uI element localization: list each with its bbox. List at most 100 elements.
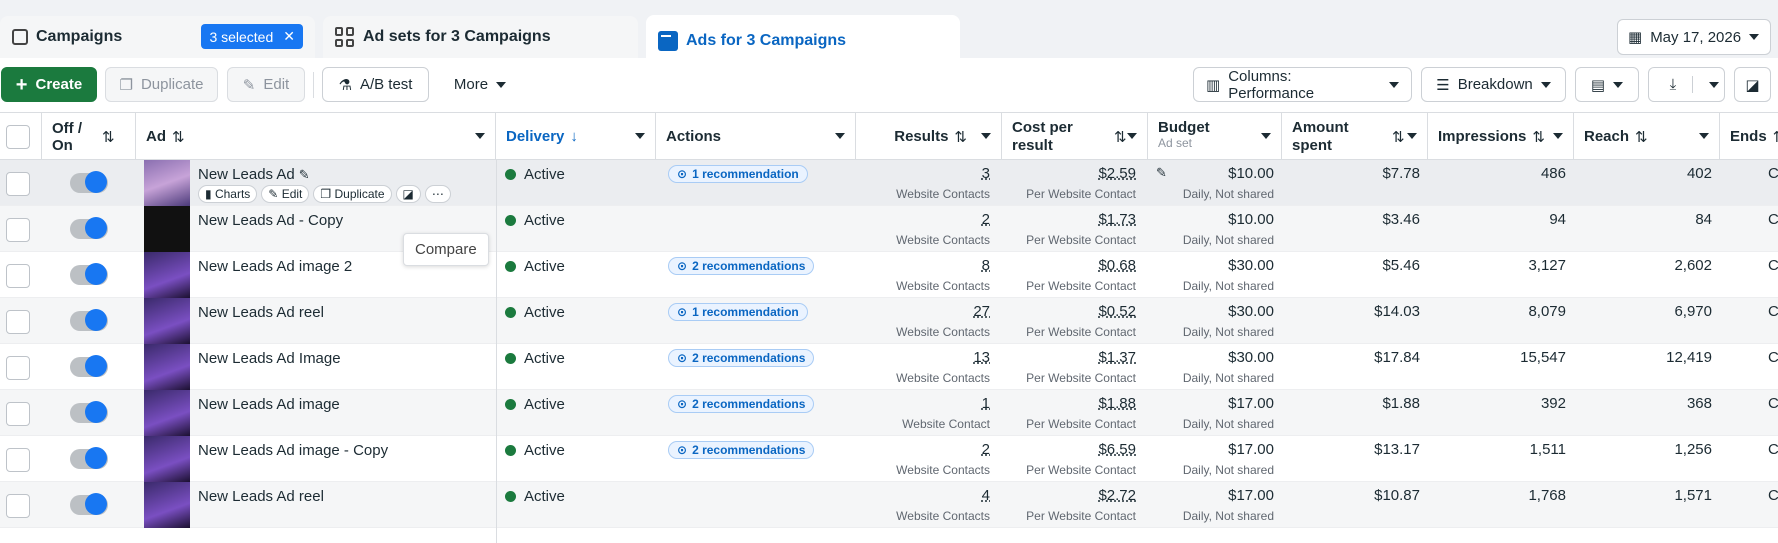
header-results[interactable]: Results ⇅ bbox=[856, 113, 1002, 160]
date-range-button[interactable]: ▦ May 17, 2026 bbox=[1617, 19, 1771, 55]
ad-name[interactable]: New Leads Ad image bbox=[198, 396, 340, 413]
ad-toggle[interactable] bbox=[70, 401, 108, 423]
results-value[interactable]: 4 bbox=[981, 487, 990, 504]
create-button[interactable]: + Create bbox=[1, 67, 97, 102]
close-icon[interactable]: ✕ bbox=[283, 28, 295, 44]
header-actions[interactable]: Actions bbox=[656, 113, 856, 160]
ad-toggle[interactable] bbox=[70, 309, 108, 331]
pencil-icon[interactable]: ✎ bbox=[298, 167, 310, 182]
ad-thumbnail[interactable] bbox=[144, 344, 190, 390]
charts-button[interactable]: ▮ Charts bbox=[198, 185, 258, 203]
recommendation-label: 2 recommendations bbox=[692, 259, 806, 273]
ad-name[interactable]: New Leads Ad Image bbox=[198, 350, 341, 367]
row-checkbox[interactable] bbox=[6, 448, 30, 472]
ad-toggle[interactable] bbox=[70, 171, 108, 193]
ad-thumbnail[interactable] bbox=[144, 390, 190, 436]
row-chart-button[interactable]: ◪ bbox=[395, 185, 421, 203]
ad-name[interactable]: New Leads Ad image - Copy bbox=[198, 442, 388, 459]
ad-name[interactable]: New Leads Ad reel bbox=[198, 304, 324, 321]
table-row[interactable]: New Leads Ad reel Active ⊙ 1 recommendati… bbox=[0, 298, 1778, 344]
edit-button[interactable]: ✎ Edit bbox=[227, 67, 305, 102]
ad-toggle[interactable] bbox=[70, 355, 108, 377]
results-value[interactable]: 2 bbox=[981, 441, 990, 458]
table-row[interactable]: New Leads Ad Image Active ⊙ 2 recommendat… bbox=[0, 344, 1778, 390]
cost-per-result-value[interactable]: $6.59 bbox=[1098, 441, 1136, 458]
table-row[interactable]: New Leads Ad image Active ⊙ 2 recommendat… bbox=[0, 390, 1778, 436]
cost-per-result-value[interactable]: $1.88 bbox=[1098, 395, 1136, 412]
recommendation-badge[interactable]: ⊙ 2 recommendations bbox=[668, 257, 815, 275]
ad-thumbnail[interactable] bbox=[144, 206, 190, 252]
export-button[interactable]: ⤓ bbox=[1648, 67, 1725, 102]
cost-per-result-value[interactable]: $2.72 bbox=[1098, 487, 1136, 504]
ad-thumbnail[interactable] bbox=[144, 160, 190, 206]
ad-toggle[interactable] bbox=[70, 217, 108, 239]
chevron-down-icon bbox=[1699, 133, 1709, 139]
selected-badge[interactable]: 3 selected ✕ bbox=[201, 24, 303, 49]
recommendation-badge[interactable]: ⊙ 1 recommendation bbox=[668, 165, 808, 183]
breakdown-button[interactable]: ☰ Breakdown bbox=[1421, 67, 1566, 102]
recommendation-badge[interactable]: ⊙ 2 recommendations bbox=[668, 441, 815, 459]
header-impressions[interactable]: Impressions ⇅ bbox=[1428, 113, 1574, 160]
header-ad[interactable]: Ad ⇅ bbox=[136, 113, 496, 160]
row-checkbox[interactable] bbox=[6, 310, 30, 334]
ad-toggle[interactable] bbox=[70, 447, 108, 469]
chevron-down-icon bbox=[1749, 34, 1760, 40]
cost-per-result-value[interactable]: $0.68 bbox=[1098, 257, 1136, 274]
tab-ad-sets[interactable]: Ad sets for 3 Campaigns bbox=[323, 16, 638, 58]
ad-name[interactable]: New Leads Ad reel bbox=[198, 488, 324, 505]
select-all-checkbox[interactable] bbox=[6, 125, 30, 149]
ad-name[interactable]: New Leads Ad image 2 bbox=[198, 258, 352, 275]
cost-per-result-value[interactable]: $2.59 bbox=[1098, 165, 1136, 182]
budget-edit-icon[interactable]: ✎ bbox=[1156, 165, 1167, 180]
ad-name[interactable]: New Leads Ad - Copy bbox=[198, 212, 343, 229]
chart-view-button[interactable]: ◪ bbox=[1734, 67, 1771, 102]
ad-name[interactable]: New Leads Ad ✎ bbox=[198, 166, 310, 183]
ab-test-button[interactable]: ⚗ A/B test bbox=[322, 67, 429, 102]
row-checkbox[interactable] bbox=[6, 264, 30, 288]
header-budget[interactable]: Budget Ad set bbox=[1148, 113, 1282, 160]
table-row[interactable]: New Leads Ad ✎ ▮ Charts ✎ Edit ❐ Duplicat… bbox=[0, 160, 1778, 206]
results-value[interactable]: 8 bbox=[981, 257, 990, 274]
header-amount-spent[interactable]: Amount spent ⇅ bbox=[1282, 113, 1428, 160]
table-row[interactable]: New Leads Ad - Copy Active 2 Website Con… bbox=[0, 206, 1778, 252]
table-row[interactable]: New Leads Ad image 2 Active ⊙ 2 recommend… bbox=[0, 252, 1778, 298]
duplicate-button[interactable]: ❐ Duplicate bbox=[105, 67, 218, 102]
results-value[interactable]: 3 bbox=[981, 165, 990, 182]
columns-button[interactable]: ▥ Columns: Performance bbox=[1193, 67, 1412, 102]
ad-thumbnail[interactable] bbox=[144, 298, 190, 344]
tab-ads[interactable]: Ads for 3 Campaigns bbox=[646, 15, 960, 66]
recommendation-badge[interactable]: ⊙ 2 recommendations bbox=[668, 395, 815, 413]
reports-button[interactable]: ▤ bbox=[1575, 67, 1639, 102]
results-value[interactable]: 2 bbox=[981, 211, 990, 228]
header-reach[interactable]: Reach ⇅ bbox=[1574, 113, 1720, 160]
table-row[interactable]: New Leads Ad image - Copy Active ⊙ 2 reco… bbox=[0, 436, 1778, 482]
row-edit-button[interactable]: ✎ Edit bbox=[261, 185, 310, 203]
tab-campaigns[interactable]: Campaigns 3 selected ✕ bbox=[0, 16, 315, 58]
ad-thumbnail[interactable] bbox=[144, 252, 190, 298]
row-checkbox[interactable] bbox=[6, 218, 30, 242]
header-delivery[interactable]: Delivery ↓ bbox=[496, 113, 656, 160]
row-more-button[interactable]: ⋯ bbox=[424, 185, 451, 203]
ad-thumbnail[interactable] bbox=[144, 482, 190, 528]
cost-per-result-value[interactable]: $0.52 bbox=[1098, 303, 1136, 320]
header-offon[interactable]: Off / On ⇅ bbox=[42, 113, 136, 160]
ad-toggle[interactable] bbox=[70, 493, 108, 515]
row-checkbox[interactable] bbox=[6, 356, 30, 380]
header-ends[interactable]: Ends ⇅ bbox=[1720, 113, 1778, 160]
row-duplicate-button[interactable]: ❐ Duplicate bbox=[313, 185, 392, 203]
results-value[interactable]: 27 bbox=[973, 303, 990, 320]
row-checkbox[interactable] bbox=[6, 402, 30, 426]
cost-per-result-value[interactable]: $1.37 bbox=[1098, 349, 1136, 366]
ad-thumbnail[interactable] bbox=[144, 436, 190, 482]
row-checkbox[interactable] bbox=[6, 172, 30, 196]
recommendation-badge[interactable]: ⊙ 2 recommendations bbox=[668, 349, 815, 367]
cost-per-result-value[interactable]: $1.73 bbox=[1098, 211, 1136, 228]
header-cost-per-result[interactable]: Cost per result ⇅ bbox=[1002, 113, 1148, 160]
more-button[interactable]: More bbox=[440, 67, 520, 102]
ad-toggle[interactable] bbox=[70, 263, 108, 285]
results-value[interactable]: 1 bbox=[981, 395, 990, 412]
table-row[interactable]: New Leads Ad reel Active 4 Website Conta… bbox=[0, 482, 1778, 528]
recommendation-badge[interactable]: ⊙ 1 recommendation bbox=[668, 303, 808, 321]
results-value[interactable]: 13 bbox=[973, 349, 990, 366]
row-checkbox[interactable] bbox=[6, 494, 30, 518]
